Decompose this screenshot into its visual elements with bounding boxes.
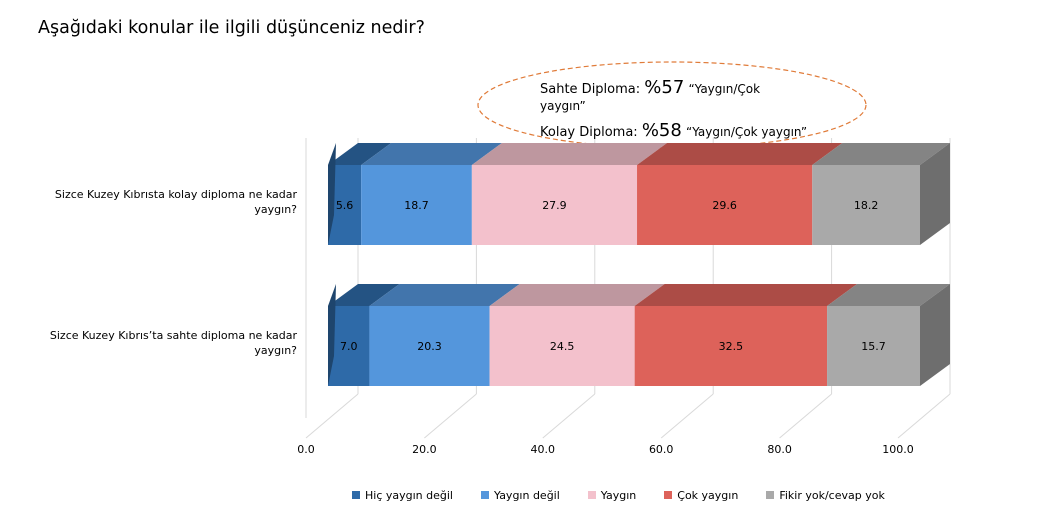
callout-line-2: yaygın”	[540, 99, 586, 114]
bar-top	[369, 284, 520, 306]
data-label: 20.3	[417, 340, 442, 353]
x-tick-label: 60.0	[649, 443, 674, 456]
callout-sahte-quote: “Yaygın/Çok	[688, 82, 761, 96]
bar-top	[361, 143, 502, 165]
floor-line	[424, 393, 477, 439]
bar-side	[920, 143, 950, 245]
bar-side	[920, 284, 950, 386]
category-label: Sizce Kuzey Kıbrıs’ta sahte diploma ne k…	[50, 329, 298, 342]
bar-top	[827, 284, 950, 306]
bar-segment	[489, 306, 635, 386]
bar-top	[812, 143, 950, 165]
legend-label: Yaygın değil	[493, 488, 560, 502]
legend-item: Yaygın değil	[480, 488, 560, 502]
x-tick-label: 0.0	[297, 443, 315, 456]
page-title: Aşağıdaki konular ile ilgili düşünceniz …	[38, 18, 425, 38]
callout-sahte-label: Sahte Diploma:	[540, 82, 641, 97]
legend-swatch	[587, 491, 596, 499]
data-label: 32.5	[719, 340, 744, 353]
bar-segment	[369, 306, 490, 386]
callout-sahte-quote-cont: yaygın”	[540, 99, 586, 113]
callout-kolay-label: Kolay Diploma:	[540, 125, 638, 140]
legend-swatch	[352, 491, 360, 499]
bar-segment	[634, 306, 828, 386]
x-tick-label: 20.0	[412, 443, 437, 456]
callout-line-3: Kolay Diploma: %58 “Yaygın/Çok yaygın”	[540, 120, 807, 141]
data-label: 29.6	[712, 199, 737, 212]
legend-label: Hiç yaygın değil	[365, 488, 453, 502]
bar-top	[489, 284, 665, 306]
callout-kolay-value: %58	[641, 120, 682, 141]
legend-swatch	[766, 491, 775, 499]
legend-item: Yaygın	[587, 488, 637, 502]
floor-line	[660, 393, 714, 439]
x-tick-label: 40.0	[531, 443, 556, 456]
legend-label: Fikir yok/cevap yok	[779, 488, 885, 502]
category-label: yaygın?	[254, 203, 297, 216]
bar-top	[637, 143, 843, 165]
legend-label: Çok yaygın	[677, 488, 739, 502]
category-label: Sizce Kuzey Kıbrısta kolay diploma ne ka…	[55, 188, 298, 201]
legend-item: Hiç yaygın değil	[352, 489, 453, 502]
category-label: yaygın?	[254, 344, 297, 357]
callout-ellipse	[477, 61, 867, 149]
x-tick-label: 80.0	[767, 443, 792, 456]
floor-line	[779, 393, 832, 439]
bar-segment	[827, 306, 920, 386]
bar-top	[328, 284, 400, 306]
bar-top	[471, 143, 668, 165]
floor-line	[542, 393, 596, 439]
data-label: 27.9	[542, 199, 567, 212]
bar-top	[634, 284, 858, 306]
floor-line	[305, 393, 359, 439]
floor-line	[897, 393, 951, 439]
bar-left-cap	[328, 143, 336, 245]
bar-top	[328, 143, 392, 165]
data-label: 7.0	[340, 340, 358, 353]
legend-swatch	[480, 491, 489, 499]
callout-sahte-value: %57	[644, 77, 685, 98]
x-tick-label: 100.0	[882, 443, 914, 456]
callout-line-1: Sahte Diploma: %57 “Yaygın/Çok	[540, 77, 760, 98]
bar-left-cap	[328, 284, 336, 386]
bar-segment	[637, 165, 813, 245]
legend: Hiç yaygın değil Yaygın değil Yaygın Çok ya…	[352, 487, 913, 503]
data-label: 5.6	[336, 199, 354, 212]
legend-swatch	[664, 491, 673, 499]
data-label: 15.7	[861, 340, 886, 353]
bar-segment	[471, 165, 638, 245]
legend-label: Yaygın	[600, 488, 637, 502]
data-label: 18.2	[854, 199, 879, 212]
callout-kolay-quote: “Yaygın/Çok yaygın”	[685, 125, 808, 139]
bar-segment	[361, 165, 472, 245]
bar-segment	[812, 165, 920, 245]
legend-item: Fikir yok/cevap yok	[766, 489, 885, 502]
data-label: 18.7	[404, 199, 429, 212]
legend-item: Çok yaygın	[664, 489, 738, 502]
data-label: 24.5	[550, 340, 575, 353]
